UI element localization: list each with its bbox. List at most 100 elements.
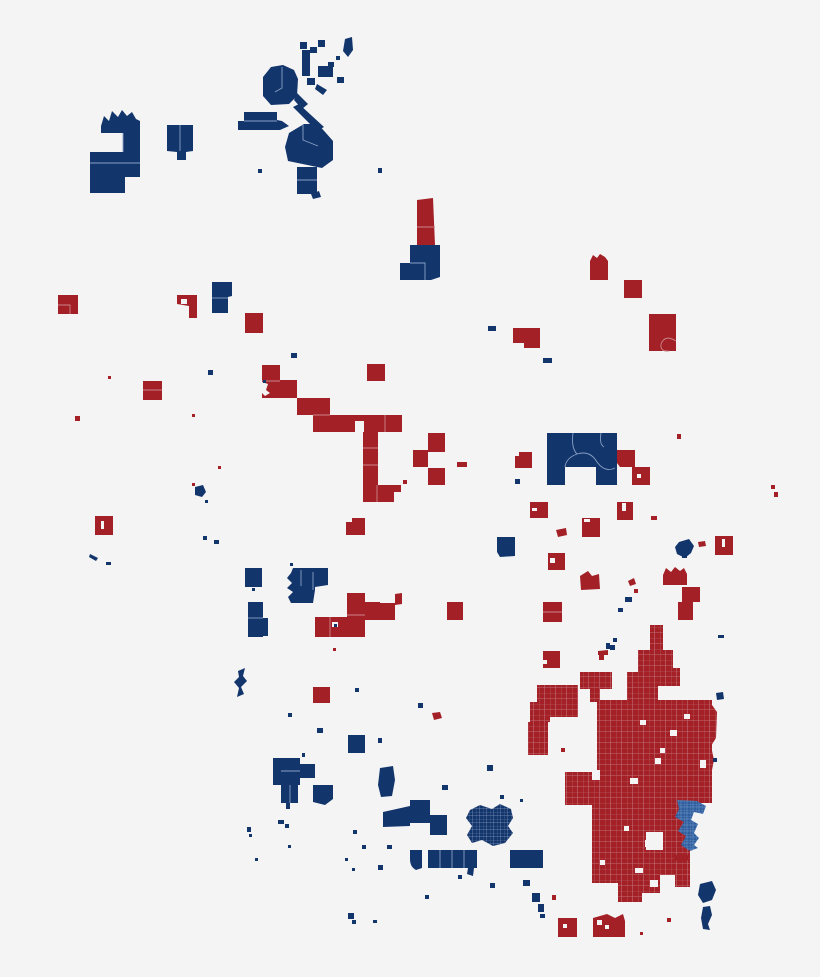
metro-n-arm	[650, 625, 663, 651]
map-region-red	[365, 602, 380, 620]
map-region-blue	[106, 562, 111, 565]
map-region-blue	[90, 173, 125, 193]
map-region-blue	[378, 865, 383, 870]
south-blue-irregular	[287, 568, 328, 603]
map-hole	[635, 868, 643, 873]
map-region-red	[651, 516, 657, 520]
map-region-red	[658, 668, 680, 686]
big-blue-block	[547, 433, 617, 485]
map-region-red	[363, 415, 402, 432]
map-region-red	[677, 434, 681, 439]
map-region-red	[330, 415, 347, 432]
map-hole	[597, 920, 602, 925]
map-region-red	[457, 462, 467, 467]
map-hole	[532, 508, 537, 511]
map-region-blue	[383, 806, 410, 827]
map-hole	[550, 558, 555, 563]
map-region-red	[428, 468, 445, 485]
map-region-red	[58, 295, 78, 314]
north-island-main	[263, 65, 298, 105]
map-region-blue	[247, 827, 251, 832]
map-region-blue	[520, 799, 523, 802]
map-region-layer	[58, 37, 778, 937]
map-region-blue	[362, 845, 366, 849]
map-region-red	[590, 680, 600, 702]
map-region-blue	[249, 834, 252, 837]
map-region-red	[590, 254, 608, 280]
map-region-blue	[291, 353, 297, 358]
map-region-blue	[701, 906, 712, 930]
metro-main-upper	[597, 700, 712, 803]
map-region-red	[682, 587, 700, 602]
map-region-red	[580, 571, 600, 590]
map-hole	[650, 880, 658, 887]
map-region-red	[582, 518, 600, 537]
map-region-blue	[625, 597, 632, 602]
map-region-red	[771, 485, 775, 489]
map-region-red	[530, 702, 550, 722]
map-region-blue	[713, 758, 717, 762]
map-region-blue	[255, 858, 258, 861]
fuzzy-city-blue	[466, 804, 513, 846]
map-hole	[622, 503, 626, 511]
se-blue-patch	[675, 800, 706, 851]
map-region-red	[333, 648, 336, 651]
map-region-red	[347, 593, 365, 615]
map-region-red	[143, 381, 162, 400]
map-region-blue	[410, 850, 422, 870]
map-region-red	[561, 748, 565, 752]
map-hole	[181, 299, 187, 304]
map-region-blue	[497, 537, 515, 557]
map-region-red	[367, 364, 385, 381]
map-region-red	[428, 433, 445, 452]
map-region-red	[565, 772, 597, 805]
map-region-blue	[300, 42, 307, 49]
map-hole	[262, 382, 270, 396]
map-region-red	[530, 502, 548, 518]
map-hole	[543, 660, 547, 664]
map-region-red	[678, 602, 693, 620]
map-region-blue	[490, 883, 495, 888]
map-boundary-line	[439, 850, 465, 868]
map-region-blue	[288, 845, 291, 848]
map-hole	[637, 474, 641, 478]
map-region-blue	[123, 127, 140, 153]
map-region-blue	[317, 728, 323, 733]
map-region-red	[663, 567, 687, 585]
map-region-blue	[285, 824, 289, 828]
map-region-blue	[355, 688, 359, 692]
map-region-blue	[523, 880, 530, 886]
map-region-blue	[315, 84, 327, 95]
map-hole	[584, 519, 590, 522]
map-region-red	[617, 450, 635, 467]
map-region-red	[556, 528, 567, 537]
map-region-blue	[378, 738, 382, 743]
map-region-red	[108, 376, 111, 379]
map-boundary-line	[297, 125, 319, 181]
map-region-red	[558, 918, 577, 937]
map-region-blue	[212, 282, 232, 313]
map-hole	[630, 778, 638, 784]
map-region-blue	[310, 47, 317, 53]
map-region-blue	[205, 500, 208, 503]
map-region-red	[628, 578, 636, 586]
map-region-blue	[345, 858, 348, 861]
map-region-blue	[698, 881, 716, 903]
map-region-red	[346, 518, 365, 535]
map-region-blue	[294, 93, 308, 109]
map-boundary-line	[564, 432, 616, 470]
map-hole	[722, 539, 725, 547]
map-hole	[101, 521, 104, 529]
map-region-blue	[540, 914, 545, 918]
map-boundary-line	[300, 570, 314, 590]
map-region-red	[598, 650, 608, 660]
map-region-red	[548, 553, 565, 570]
map-hole	[355, 421, 364, 432]
map-region-blue	[606, 643, 610, 649]
map-region-blue	[302, 753, 305, 757]
map-region-red	[218, 466, 221, 469]
map-region-red	[75, 416, 80, 421]
map-region-blue	[352, 868, 355, 871]
map-region-blue	[387, 845, 392, 849]
map-hole	[700, 760, 706, 768]
